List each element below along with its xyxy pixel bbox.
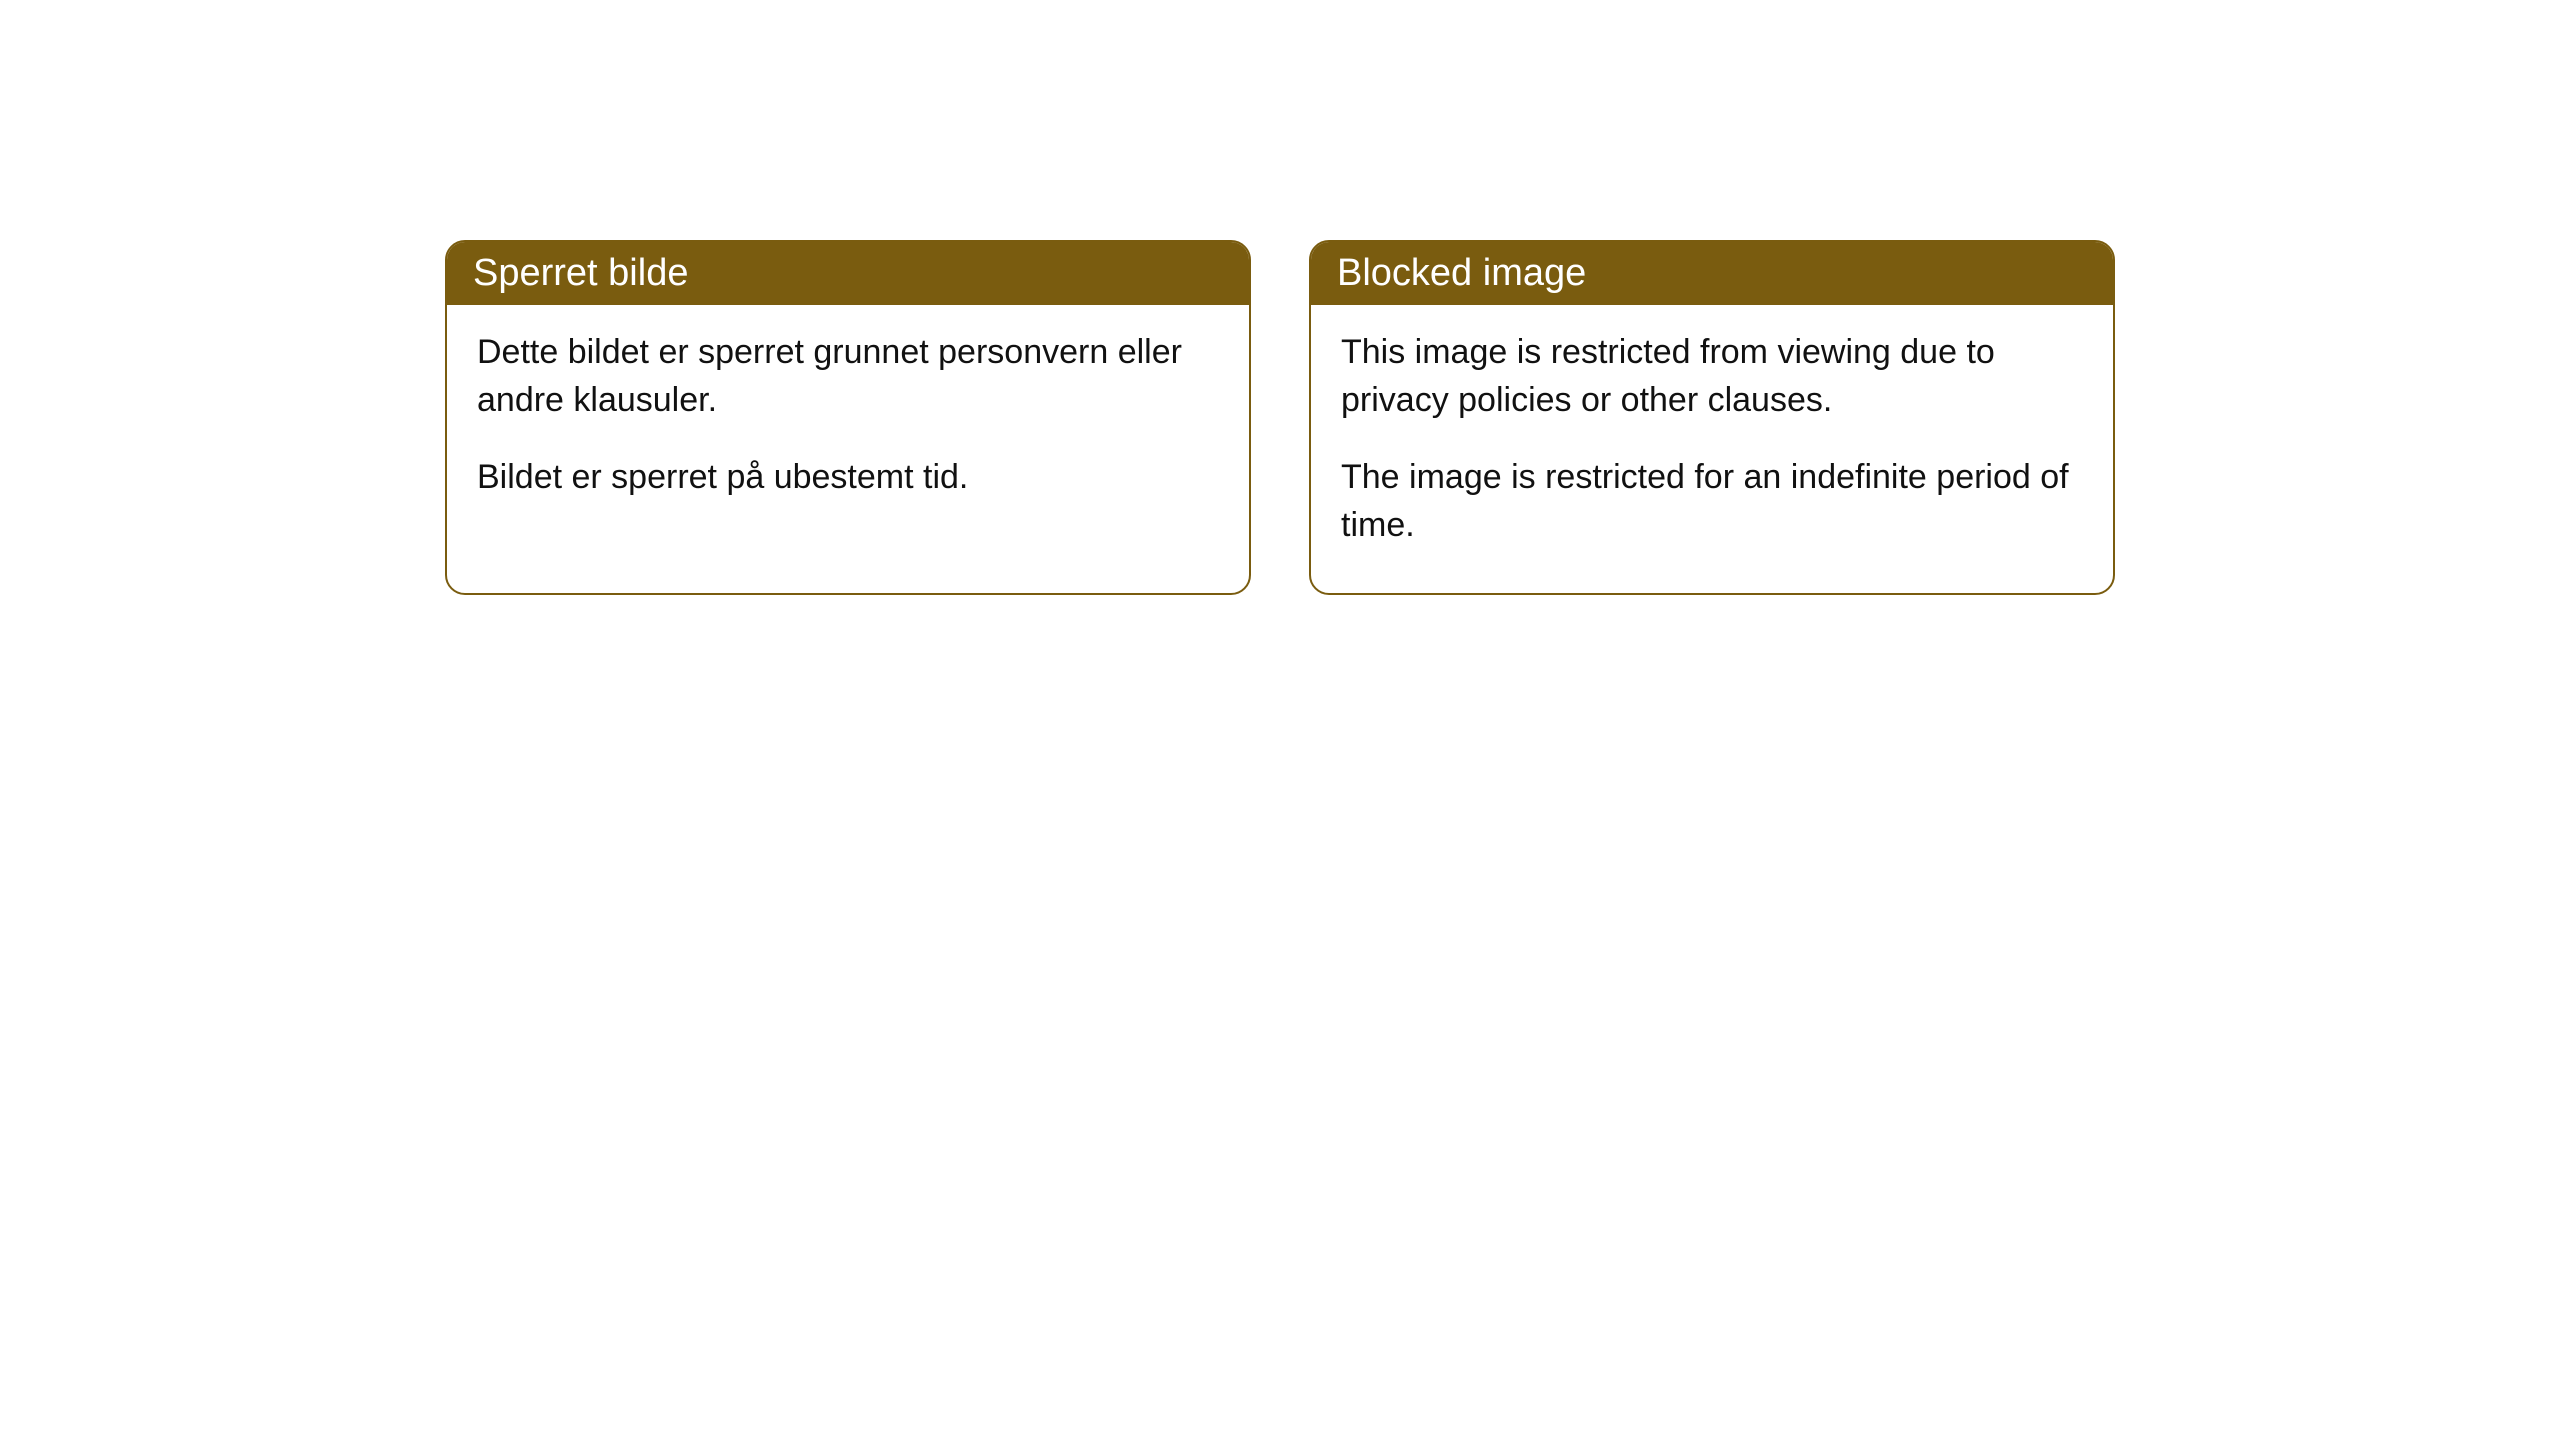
card-paragraph: This image is restricted from viewing du… [1341, 329, 2083, 424]
card-paragraph: Bildet er sperret på ubestemt tid. [477, 454, 1219, 502]
card-body: Dette bildet er sperret grunnet personve… [447, 305, 1249, 546]
card-header: Sperret bilde [447, 242, 1249, 305]
blocked-image-card-en: Blocked image This image is restricted f… [1309, 240, 2115, 595]
card-paragraph: The image is restricted for an indefinit… [1341, 454, 2083, 549]
card-paragraph: Dette bildet er sperret grunnet personve… [477, 329, 1219, 424]
card-body: This image is restricted from viewing du… [1311, 305, 2113, 593]
card-container: Sperret bilde Dette bildet er sperret gr… [0, 240, 2560, 595]
card-header: Blocked image [1311, 242, 2113, 305]
blocked-image-card-no: Sperret bilde Dette bildet er sperret gr… [445, 240, 1251, 595]
